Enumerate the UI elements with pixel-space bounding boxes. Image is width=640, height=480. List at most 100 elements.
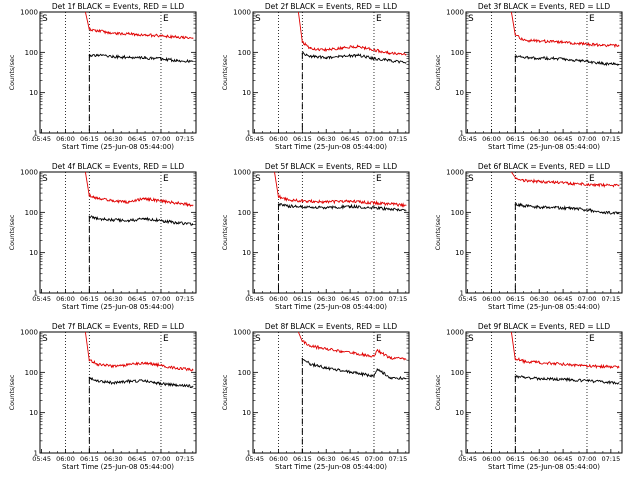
data-point — [112, 219, 114, 221]
data-point — [160, 35, 162, 37]
x-axis-label: Start Time (25-Jun-08 05:44:00) — [62, 463, 174, 471]
y-tick-label: 10 — [242, 249, 251, 257]
chart-panel-9: Det 9f BLACK = Events, RED = LLD 1 10 100 10… — [434, 322, 623, 471]
series-line-events — [515, 374, 619, 385]
data-point — [357, 372, 359, 374]
data-point — [192, 37, 194, 39]
end-marker: E — [163, 14, 169, 24]
data-point — [341, 350, 343, 352]
series-line-lld — [297, 331, 406, 361]
x-tick-label: 07:15 — [175, 135, 194, 143]
data-point — [144, 362, 146, 364]
data-point — [376, 349, 378, 351]
start-marker: S — [42, 14, 48, 24]
data-point — [144, 380, 146, 382]
y-axis-label: Counts/sec — [221, 374, 229, 410]
x-tick-label: 06:15 — [293, 455, 312, 463]
start-marker: S — [468, 174, 474, 184]
data-point — [160, 383, 162, 385]
series-line-events — [302, 358, 406, 380]
series-line-events — [88, 376, 193, 389]
x-tick-label: 06:30 — [530, 295, 549, 303]
data-point — [522, 56, 524, 59]
x-tick-label: 06:45 — [341, 135, 360, 143]
x-tick-label: 05:45 — [458, 135, 477, 143]
data-point — [514, 357, 516, 360]
end-marker: E — [376, 14, 382, 24]
data-point — [570, 42, 572, 44]
series-line-lld — [510, 331, 619, 370]
x-tick-label: 07:00 — [152, 295, 171, 303]
data-point — [570, 182, 572, 185]
y-axis-label: Counts/sec — [8, 54, 16, 90]
data-point — [405, 54, 407, 56]
y-tick-label: 1000 — [446, 169, 464, 177]
data-point — [389, 376, 391, 378]
x-tick-label: 06:15 — [506, 295, 525, 303]
data-point — [602, 184, 604, 186]
y-tick-label: 1 — [247, 450, 251, 458]
data-point — [176, 202, 178, 204]
data-point — [376, 368, 378, 370]
y-tick-label: 1000 — [233, 9, 251, 17]
series-line-lld — [511, 171, 619, 188]
y-tick-label: 1 — [34, 130, 38, 138]
x-tick-label: 07:00 — [365, 295, 384, 303]
data-point — [522, 205, 524, 207]
y-tick-label: 1 — [247, 130, 251, 138]
chart-title: Det 6f BLACK = Events, RED = LLD — [478, 162, 611, 171]
y-axis-label: Counts/sec — [434, 214, 442, 250]
x-tick-label: 05:45 — [32, 135, 51, 143]
data-point — [160, 58, 162, 60]
plot-frame — [465, 11, 623, 134]
x-tick-label: 07:00 — [365, 455, 384, 463]
x-tick-label: 05:45 — [458, 295, 477, 303]
chart-panel-8: Det 8f BLACK = Events, RED = LLD 1 10 100 10… — [221, 322, 410, 471]
x-tick-label: 06:00 — [56, 455, 75, 463]
y-tick-label: 1000 — [446, 9, 464, 17]
data-point — [554, 181, 556, 183]
data-point — [88, 54, 90, 56]
x-tick-label: 06:00 — [269, 135, 288, 143]
chart-title: Det 4f BLACK = Events, RED = LLD — [52, 162, 185, 171]
y-axis-label: Counts/sec — [8, 214, 16, 250]
series-line-lld — [84, 171, 193, 208]
data-point — [309, 345, 311, 347]
data-point — [373, 207, 375, 209]
y-tick-label: 10 — [29, 409, 38, 417]
y-tick-label: 1 — [34, 290, 38, 298]
data-point — [160, 200, 162, 202]
start-marker: S — [42, 174, 48, 184]
data-point — [88, 28, 90, 30]
data-point — [144, 218, 146, 220]
x-tick-label: 07:15 — [388, 455, 407, 463]
data-point — [554, 363, 556, 365]
data-point — [618, 212, 620, 214]
y-axis-label: Counts/sec — [434, 374, 442, 410]
chart-title: Det 3f BLACK = Events, RED = LLD — [478, 2, 611, 11]
y-tick-label: 10 — [455, 249, 464, 257]
data-point — [128, 33, 130, 35]
data-point — [554, 58, 556, 60]
data-point — [389, 357, 391, 359]
chart-panel-2: Det 2f BLACK = Events, RED = LLD 1 10 100 10… — [221, 2, 410, 151]
y-tick-label: 10 — [29, 89, 38, 97]
plot-frame — [39, 171, 197, 294]
x-tick-label: 06:45 — [128, 135, 147, 143]
series-line-lld — [297, 11, 406, 56]
data-point — [301, 357, 303, 360]
data-point — [538, 378, 540, 380]
data-point — [341, 47, 343, 49]
data-point — [309, 47, 311, 50]
data-point — [554, 378, 556, 380]
x-tick-label: 06:30 — [104, 455, 123, 463]
data-point — [144, 197, 146, 200]
data-point — [586, 183, 588, 185]
x-tick-label: 07:00 — [365, 135, 384, 143]
x-tick-label: 07:15 — [601, 455, 620, 463]
data-point — [586, 365, 588, 367]
x-tick-label: 06:15 — [293, 295, 312, 303]
y-tick-label: 100 — [238, 49, 251, 57]
x-tick-label: 06:45 — [554, 295, 573, 303]
